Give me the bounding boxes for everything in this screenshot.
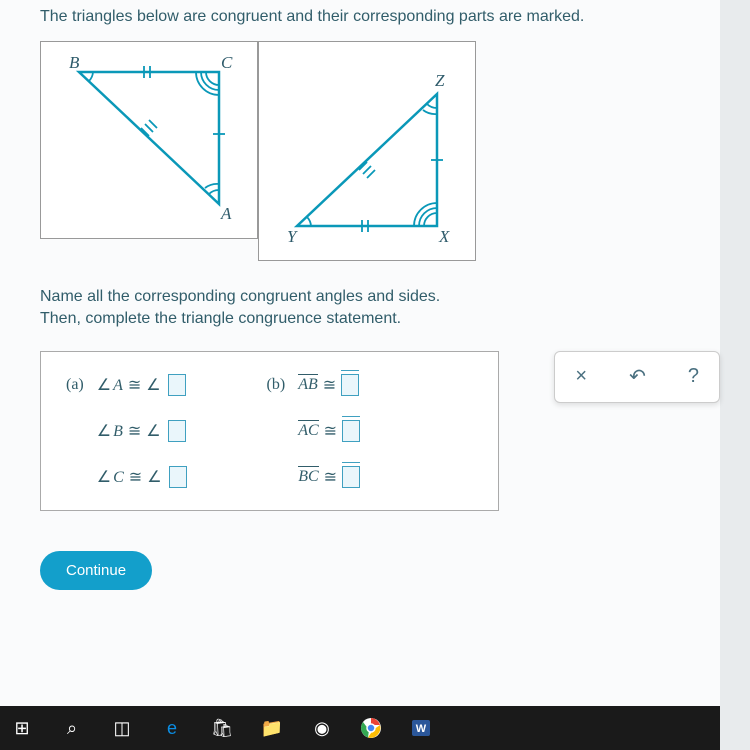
angle-c-input[interactable] — [169, 466, 187, 488]
store-icon[interactable]: 🛍 — [210, 718, 234, 739]
side-ab-input[interactable] — [341, 374, 359, 396]
tool-palette: × ↶ ? — [554, 351, 720, 403]
search-icon[interactable]: ⌕ — [60, 718, 84, 739]
svg-text:W: W — [416, 723, 427, 735]
answer-box: (a) A ≅ (a) B ≅ (a) C ≅ — [40, 351, 499, 511]
app-icon[interactable]: ◉ — [310, 718, 334, 739]
triangle-abc: B C A — [61, 54, 239, 224]
task-view-icon[interactable]: ◫ — [110, 718, 134, 739]
files-icon[interactable]: 📁 — [260, 718, 284, 739]
angle-a-line: (a) A ≅ — [66, 374, 187, 396]
svg-text:A: A — [220, 204, 232, 223]
angle-b-input[interactable] — [168, 420, 186, 442]
congruent-symbol: ≅ — [324, 467, 337, 487]
side-ab-text: AB — [298, 376, 318, 394]
side-ac-line: (b) AC ≅ — [267, 420, 361, 442]
start-icon[interactable]: ⊞ — [10, 718, 34, 739]
triangle-xyz-box: Z Y X — [258, 41, 476, 261]
angle-b-line: (a) B ≅ — [66, 420, 187, 442]
side-ac-text: AC — [298, 422, 318, 440]
triangle-xyz: Z Y X — [279, 54, 457, 249]
triangle-abc-box: B C A — [40, 41, 258, 239]
taskbar[interactable]: ⊞ ⌕ ◫ e 🛍 📁 ◉ W — [0, 706, 720, 750]
congruent-symbol: ≅ — [129, 467, 142, 487]
congruent-symbol: ≅ — [324, 421, 337, 441]
part-b-label: (b) — [267, 376, 286, 394]
svg-text:B: B — [69, 54, 80, 72]
undo-button[interactable]: ↶ — [629, 364, 646, 389]
svg-text:C: C — [221, 54, 233, 72]
column-angles: (a) A ≅ (a) B ≅ (a) C ≅ — [66, 374, 187, 488]
instruction-line1: Name all the corresponding congruent ang… — [40, 286, 720, 308]
angle-prefix — [146, 375, 162, 395]
angle-c-text: C — [97, 467, 124, 487]
svg-text:Z: Z — [435, 71, 445, 90]
angle-a-input[interactable] — [168, 374, 186, 396]
svg-text:Y: Y — [287, 227, 298, 246]
continue-button[interactable]: Continue — [40, 551, 152, 590]
angle-a-text: A — [97, 375, 123, 395]
congruent-symbol: ≅ — [128, 421, 141, 441]
edge-icon[interactable]: e — [160, 718, 184, 739]
chrome-icon[interactable] — [360, 717, 384, 739]
angle-prefix — [147, 467, 163, 487]
side-bc-input[interactable] — [342, 466, 360, 488]
column-sides: (b) AB ≅ (b) AC ≅ (b) BC ≅ — [267, 374, 361, 488]
side-bc-line: (b) BC ≅ — [267, 466, 361, 488]
angle-c-line: (a) C ≅ — [66, 466, 187, 488]
main-content: The triangles below are congruent and th… — [0, 0, 720, 706]
side-ac-input[interactable] — [342, 420, 360, 442]
side-ab-line: (b) AB ≅ — [267, 374, 361, 396]
word-icon[interactable]: W — [410, 717, 434, 739]
svg-text:X: X — [438, 227, 450, 246]
close-button[interactable]: × — [575, 365, 587, 388]
instructions: Name all the corresponding congruent ang… — [40, 286, 720, 331]
congruent-symbol: ≅ — [128, 375, 141, 395]
congruent-symbol: ≅ — [323, 375, 336, 395]
instruction-line2: Then, complete the triangle congruence s… — [40, 308, 720, 330]
side-bc-text: BC — [298, 468, 318, 486]
part-a-label: (a) — [66, 376, 84, 394]
angle-prefix — [146, 421, 162, 441]
help-button[interactable]: ? — [688, 365, 699, 388]
angle-b-text: B — [97, 421, 123, 441]
triangles-container: B C A — [40, 41, 720, 261]
answer-row: (a) A ≅ (a) B ≅ (a) C ≅ — [40, 351, 720, 511]
problem-statement: The triangles below are congruent and th… — [40, 8, 720, 26]
